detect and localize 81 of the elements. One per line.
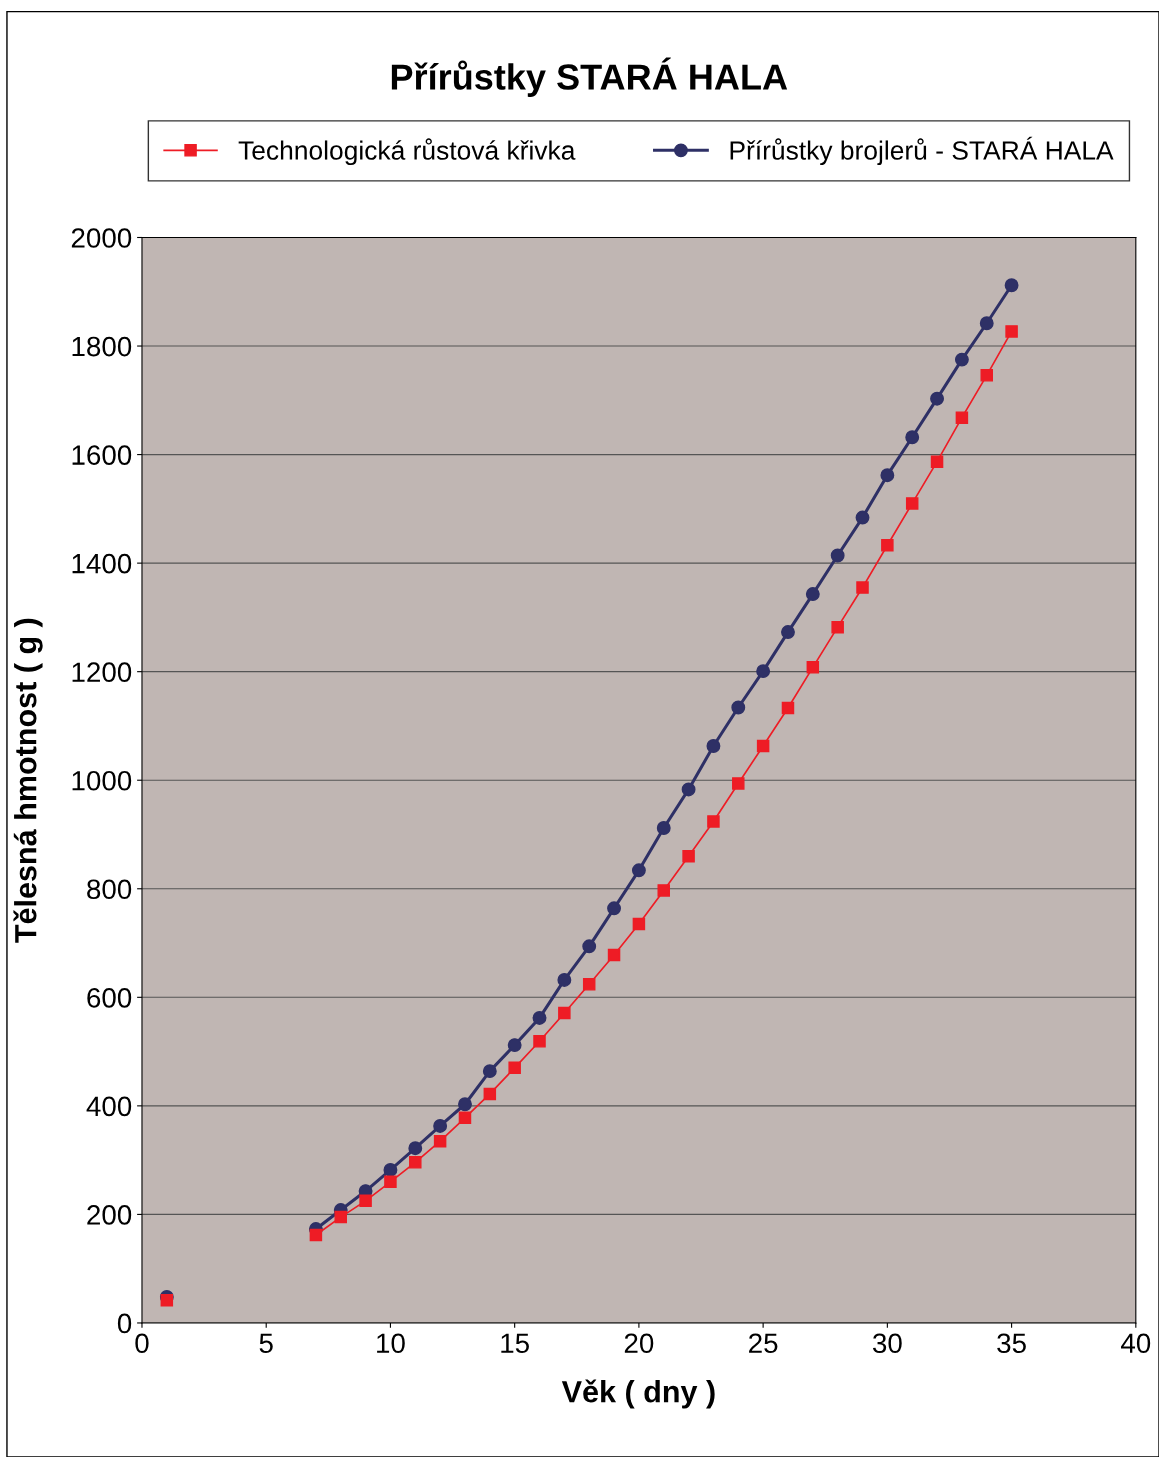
- x-tick-label: 20: [624, 1333, 654, 1354]
- point: [781, 625, 795, 640]
- chart-title: Přírůstky STARÁ HALA: [391, 57, 788, 97]
- point: [756, 739, 770, 753]
- point: [930, 391, 944, 406]
- point: [905, 430, 920, 445]
- x-tick-label: 10: [377, 1333, 405, 1354]
- y-tick-label: 600: [87, 987, 132, 1008]
- y-tick-label: 0: [117, 1313, 132, 1334]
- point: [607, 948, 621, 962]
- x-tick-label: 15: [501, 1333, 529, 1354]
- point: [980, 369, 993, 382]
- y-tick-label: 800: [87, 879, 132, 900]
- point: [408, 1141, 423, 1156]
- point: [384, 1175, 397, 1189]
- point: [582, 939, 597, 954]
- y-axis-title: Tělesná hmotnost ( g ): [13, 618, 43, 943]
- point: [309, 1228, 323, 1242]
- y-tick-label: 400: [86, 1096, 132, 1117]
- point: [160, 1293, 174, 1307]
- point: [409, 1156, 422, 1169]
- x-tick-label: 35: [997, 1333, 1026, 1354]
- point: [532, 1010, 547, 1025]
- y-tick-label: 2000: [71, 228, 132, 248]
- point: [482, 1064, 497, 1079]
- x-tick-label: 40: [1121, 1333, 1151, 1354]
- y-tick-label: 200: [87, 1205, 132, 1225]
- point: [383, 1162, 398, 1177]
- point: [707, 815, 720, 828]
- point: [831, 620, 844, 634]
- point: [732, 777, 745, 790]
- y-tick-label: 1800: [72, 336, 132, 357]
- point: [458, 1097, 472, 1112]
- point: [955, 411, 969, 424]
- x-tick-label: 5: [259, 1333, 273, 1354]
- point: [930, 455, 944, 468]
- point: [582, 978, 596, 991]
- y-tick-label: 1600: [72, 445, 132, 465]
- point: [905, 497, 919, 510]
- point: [830, 548, 845, 563]
- point: [359, 1194, 372, 1208]
- point: [805, 587, 820, 602]
- point: [458, 1111, 472, 1125]
- point: [756, 664, 771, 679]
- point: [433, 1118, 448, 1133]
- y-tick-label: 1000: [72, 770, 132, 791]
- point: [334, 1210, 347, 1224]
- point: [682, 849, 695, 863]
- point: [433, 1134, 447, 1148]
- point: [979, 316, 994, 331]
- point: [607, 901, 621, 916]
- point: [1004, 278, 1019, 293]
- point: [483, 1087, 497, 1101]
- point: [855, 510, 870, 525]
- x-tick-label: 30: [872, 1333, 902, 1354]
- point: [880, 468, 895, 483]
- point: [508, 1061, 521, 1075]
- point: [657, 884, 670, 897]
- x-tick-label: 0: [135, 1333, 149, 1354]
- point: [533, 1035, 546, 1048]
- point: [731, 700, 746, 715]
- point: [558, 1006, 571, 1020]
- point: [631, 863, 646, 878]
- point: [806, 661, 820, 674]
- legend-label: Přírůstky brojlerů - STARÁ HALA: [730, 136, 1114, 166]
- point: [507, 1038, 522, 1053]
- x-axis-title: Věk ( dny ): [561, 1379, 715, 1409]
- y-tick-label: 1200: [72, 662, 132, 683]
- point: [681, 782, 696, 797]
- point: [632, 917, 646, 931]
- legend-label: Technologická růstová křivka: [238, 138, 576, 166]
- point: [856, 581, 869, 594]
- point: [881, 538, 894, 552]
- point: [781, 701, 795, 715]
- y-tick-label: 1400: [72, 553, 132, 574]
- point: [954, 352, 969, 367]
- point: [557, 973, 572, 987]
- point: [1005, 325, 1018, 338]
- point: [656, 821, 671, 835]
- x-tick-label: 25: [749, 1333, 778, 1354]
- point: [706, 739, 721, 753]
